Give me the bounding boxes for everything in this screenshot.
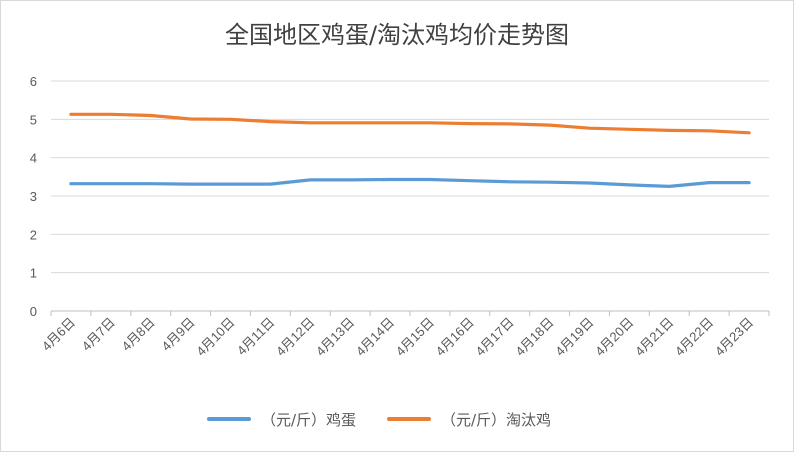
x-tick-label-4: 4月10日 — [193, 315, 237, 359]
x-tick-label-3: 4月9日 — [159, 315, 198, 354]
y-tick-label-2: 2 — [30, 227, 37, 242]
legend-swatch-egg — [207, 417, 251, 421]
legend-label-hen: （元/斤）淘汰鸡 — [441, 410, 552, 429]
x-tick-label-10: 4月16日 — [433, 315, 477, 359]
x-tick-label-15: 4月21日 — [632, 315, 676, 359]
x-tick-label-16: 4月22日 — [672, 315, 716, 359]
x-tick-label-11: 4月17日 — [473, 315, 517, 359]
x-tick-label-1: 4月7日 — [79, 315, 118, 354]
chart-title: 全国地区鸡蛋/淘汰鸡均价走势图 — [224, 21, 570, 49]
x-tick-label-5: 4月11日 — [234, 315, 278, 359]
y-tick-label-1: 1 — [30, 266, 37, 281]
y-tick-label-0: 0 — [30, 304, 37, 319]
x-tick-label-2: 4月8日 — [119, 315, 158, 354]
x-tick-label-12: 4月18日 — [512, 315, 556, 359]
legend-item-hen: （元/斤）淘汰鸡 — [387, 407, 551, 431]
legend: （元/斤）鸡蛋 （元/斤）淘汰鸡 — [1, 407, 793, 431]
y-tick-label-4: 4 — [30, 151, 37, 166]
legend-swatch-hen — [387, 417, 431, 421]
legend-label-egg: （元/斤）鸡蛋 — [261, 410, 357, 429]
x-tick-label-8: 4月14日 — [353, 315, 397, 359]
x-tick-label-6: 4月12日 — [273, 315, 317, 359]
y-tick-label-5: 5 — [30, 112, 37, 127]
x-tick-label-9: 4月15日 — [393, 315, 437, 359]
x-tick-label-17: 4月23日 — [712, 315, 756, 359]
x-tick-label-13: 4月19日 — [552, 315, 596, 359]
x-tick-label-7: 4月13日 — [313, 315, 357, 359]
series-line-1 — [69, 112, 751, 135]
x-tick-label-14: 4月20日 — [592, 315, 636, 359]
y-tick-label-3: 3 — [30, 189, 37, 204]
y-tick-label-6: 6 — [30, 74, 37, 89]
x-tick-label-0: 4月6日 — [39, 315, 78, 354]
series-line-0 — [69, 177, 751, 188]
legend-item-egg: （元/斤）鸡蛋 — [207, 407, 356, 431]
